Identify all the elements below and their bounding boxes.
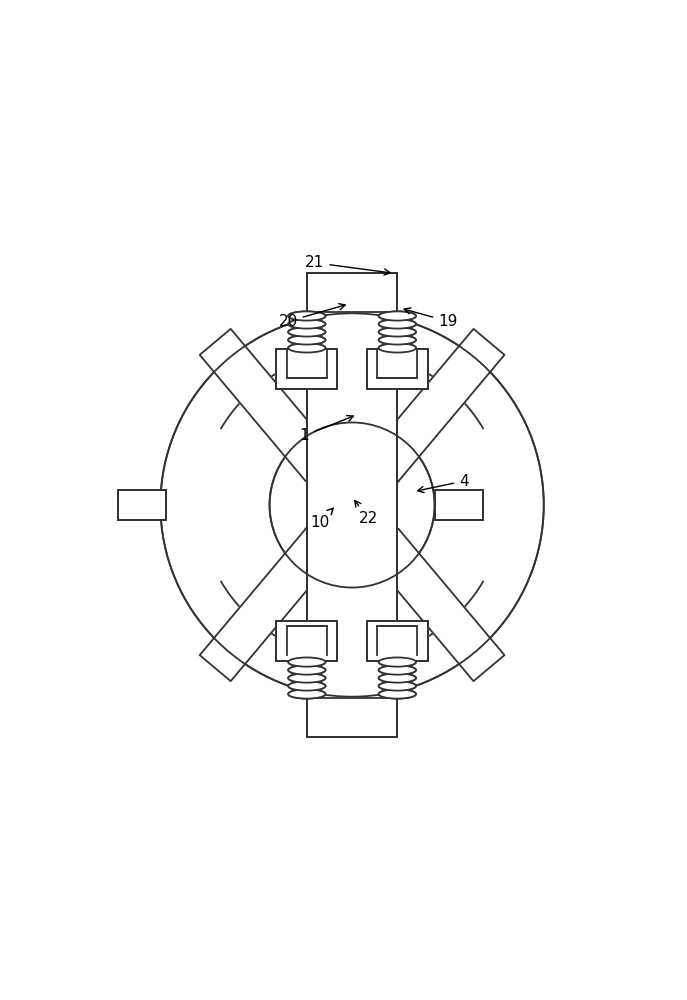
Text: 20: 20 bbox=[278, 304, 346, 329]
Ellipse shape bbox=[289, 335, 326, 345]
Ellipse shape bbox=[379, 689, 416, 699]
Ellipse shape bbox=[379, 335, 416, 345]
Ellipse shape bbox=[379, 681, 416, 691]
Ellipse shape bbox=[289, 665, 326, 675]
Bar bbox=[435, 490, 482, 520]
Ellipse shape bbox=[289, 681, 326, 691]
Text: 19: 19 bbox=[404, 308, 458, 329]
Ellipse shape bbox=[289, 327, 326, 337]
Ellipse shape bbox=[289, 689, 326, 699]
Ellipse shape bbox=[289, 319, 326, 329]
Polygon shape bbox=[368, 529, 504, 681]
Polygon shape bbox=[368, 329, 504, 481]
Bar bbox=[367, 349, 428, 389]
Polygon shape bbox=[200, 529, 337, 681]
Ellipse shape bbox=[379, 689, 416, 699]
Bar bbox=[118, 490, 166, 520]
Ellipse shape bbox=[379, 311, 416, 321]
Ellipse shape bbox=[289, 673, 326, 683]
Ellipse shape bbox=[379, 673, 416, 683]
Ellipse shape bbox=[379, 673, 416, 683]
Bar bbox=[276, 349, 337, 389]
Ellipse shape bbox=[379, 681, 416, 691]
Ellipse shape bbox=[379, 665, 416, 675]
Ellipse shape bbox=[379, 665, 416, 675]
Ellipse shape bbox=[379, 311, 416, 321]
Ellipse shape bbox=[379, 319, 416, 329]
Circle shape bbox=[161, 313, 544, 697]
Ellipse shape bbox=[379, 343, 416, 353]
Ellipse shape bbox=[289, 665, 326, 675]
Ellipse shape bbox=[379, 327, 416, 337]
Circle shape bbox=[269, 422, 435, 588]
Ellipse shape bbox=[289, 335, 326, 345]
Ellipse shape bbox=[379, 343, 416, 353]
Bar bbox=[276, 621, 337, 661]
Text: 22: 22 bbox=[354, 500, 378, 526]
Ellipse shape bbox=[289, 657, 326, 667]
Text: 1: 1 bbox=[300, 416, 353, 443]
Polygon shape bbox=[200, 329, 337, 481]
Ellipse shape bbox=[379, 657, 416, 667]
Ellipse shape bbox=[289, 673, 326, 683]
Ellipse shape bbox=[289, 681, 326, 691]
Ellipse shape bbox=[379, 335, 416, 345]
Text: 10: 10 bbox=[311, 508, 333, 530]
Ellipse shape bbox=[379, 319, 416, 329]
Ellipse shape bbox=[379, 327, 416, 337]
Ellipse shape bbox=[289, 319, 326, 329]
Ellipse shape bbox=[289, 311, 326, 321]
Bar bbox=[367, 621, 428, 661]
Ellipse shape bbox=[289, 689, 326, 699]
Text: 4: 4 bbox=[418, 474, 469, 493]
Bar bbox=[307, 273, 397, 737]
Ellipse shape bbox=[289, 311, 326, 321]
Bar bbox=[307, 273, 397, 737]
Ellipse shape bbox=[289, 343, 326, 353]
Text: 21: 21 bbox=[305, 255, 390, 275]
Ellipse shape bbox=[289, 327, 326, 337]
Ellipse shape bbox=[379, 657, 416, 667]
Ellipse shape bbox=[289, 657, 326, 667]
Ellipse shape bbox=[289, 343, 326, 353]
